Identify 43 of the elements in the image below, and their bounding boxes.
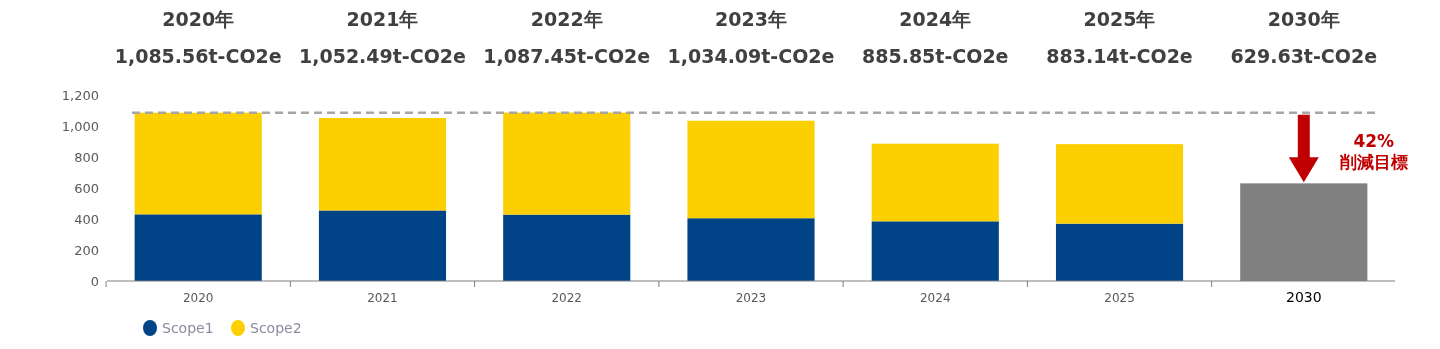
bar: [318, 117, 447, 211]
bar: [687, 120, 815, 219]
text: 2023年: [715, 8, 787, 30]
bar: [1055, 223, 1184, 281]
text: 2024年: [899, 8, 972, 30]
x-tick-label: 2025: [1104, 291, 1135, 305]
y-tick-label: 0: [90, 273, 99, 289]
legend-label: Scope1: [162, 319, 214, 336]
x-tick-label: 2020: [182, 291, 214, 305]
bar: [503, 214, 631, 281]
text: 1,085.56t-CO2e: [114, 45, 282, 67]
bar: [318, 210, 447, 281]
bar: [687, 218, 815, 281]
x-tick-label: 2021: [367, 291, 398, 305]
bar: [871, 221, 999, 281]
text: 883.14t-CO2e: [1046, 45, 1193, 67]
text: 2021年: [346, 8, 419, 30]
text: 629.63t-CO2e: [1230, 45, 1378, 67]
y-tick-label: 1,200: [61, 87, 99, 103]
y-tick-label: 400: [74, 211, 99, 227]
y-tick-label: 600: [74, 180, 99, 196]
annotation: 42% 削減目標: [1338, 130, 1408, 172]
bar: [1055, 144, 1184, 224]
text: 2030年: [1267, 8, 1340, 30]
legend-label: Scope2: [250, 319, 302, 336]
x-tick-label: 2030: [1285, 289, 1322, 305]
text: 1,087.45t-CO2e: [483, 45, 651, 67]
y-tick-label: 800: [74, 149, 99, 165]
text: 885.85t-CO2e: [862, 45, 1009, 67]
x-tick-label: 2022: [551, 291, 583, 305]
text: 2025年: [1083, 8, 1156, 30]
y-tick-label: 1,000: [61, 118, 99, 134]
y-tick-label: 200: [74, 242, 99, 258]
bar: [871, 143, 999, 222]
bar: [134, 112, 262, 215]
bar: [503, 112, 631, 215]
x-tick-label: 2024: [919, 291, 951, 305]
text: 1,034.09t-CO2e: [667, 45, 835, 67]
text: 1,052.49t-CO2e: [299, 45, 466, 67]
bar: [134, 214, 262, 281]
x-tick-label: 2023: [735, 291, 767, 305]
text: 2020年: [162, 8, 235, 30]
text: 2022年: [530, 8, 603, 30]
